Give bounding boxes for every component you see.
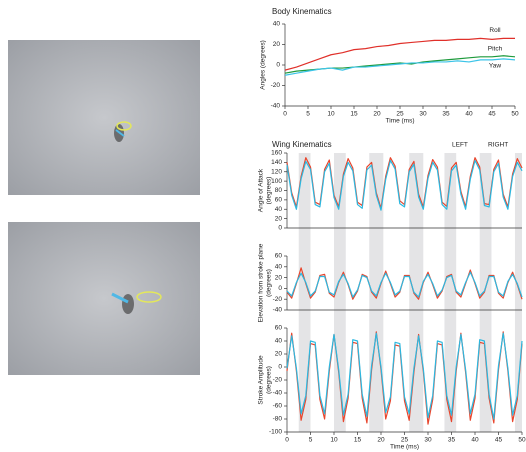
series-line bbox=[286, 159, 523, 211]
y-tick-label: -80 bbox=[273, 416, 283, 423]
series-label: Yaw bbox=[489, 63, 501, 70]
y-tick-label: -60 bbox=[273, 403, 283, 410]
series-line bbox=[286, 271, 523, 298]
x-tick-label: 20 bbox=[373, 111, 381, 118]
y-tick-label: 20 bbox=[275, 215, 283, 222]
y-tick-label: 140 bbox=[271, 159, 282, 166]
x-tick-label: 45 bbox=[488, 111, 496, 118]
x-axis-label: Time (ms) bbox=[390, 444, 419, 451]
y-tick-label: 0 bbox=[276, 62, 280, 69]
x-tick-label: 35 bbox=[448, 437, 456, 444]
series-label: Pitch bbox=[488, 46, 503, 53]
y-tick-label: 20 bbox=[273, 41, 281, 48]
series-line bbox=[286, 332, 523, 420]
stroke-band bbox=[409, 153, 424, 432]
y-tick-label: 0 bbox=[278, 285, 282, 292]
x-tick-label: 35 bbox=[442, 111, 450, 118]
stroke-band bbox=[479, 153, 492, 432]
y-tick-label: -40 bbox=[273, 307, 283, 314]
y-tick-label: -40 bbox=[271, 103, 281, 110]
x-tick-label: 5 bbox=[309, 437, 313, 444]
y-tick-label: -100 bbox=[269, 429, 282, 436]
x-tick-label: 0 bbox=[285, 437, 289, 444]
y-axis-label: (degrees) bbox=[266, 177, 273, 205]
y-axis-label: Angles (degrees) bbox=[260, 40, 267, 90]
y-tick-label: 60 bbox=[275, 253, 283, 260]
y-axis-label: Stroke Amplitude bbox=[258, 355, 265, 405]
x-tick-label: 50 bbox=[511, 111, 519, 118]
x-tick-label: 50 bbox=[518, 437, 526, 444]
series-line bbox=[284, 37, 515, 71]
y-tick-label: 60 bbox=[275, 325, 283, 332]
chart-title: Body Kinematics bbox=[272, 7, 332, 16]
series-line bbox=[284, 58, 516, 76]
x-tick-label: 20 bbox=[377, 437, 385, 444]
y-tick-label: 100 bbox=[271, 178, 282, 185]
x-tick-label: 30 bbox=[424, 437, 432, 444]
y-tick-label: 20 bbox=[275, 274, 283, 281]
y-axis-label: (degrees) bbox=[266, 366, 273, 394]
y-tick-label: -40 bbox=[273, 390, 283, 397]
x-tick-label: 10 bbox=[330, 437, 338, 444]
x-tick-label: 25 bbox=[396, 111, 404, 118]
y-tick-label: 120 bbox=[271, 168, 282, 175]
y-tick-label: 80 bbox=[275, 187, 283, 194]
legend-label: RIGHT bbox=[488, 142, 508, 149]
x-tick-label: 10 bbox=[327, 111, 335, 118]
photo-top bbox=[8, 40, 200, 195]
y-axis-label: Elevation from stroke plane bbox=[258, 243, 265, 322]
x-tick-label: 5 bbox=[306, 111, 310, 118]
y-tick-label: 40 bbox=[273, 21, 281, 28]
stroke-band bbox=[444, 153, 457, 432]
y-tick-label: -20 bbox=[273, 377, 283, 384]
stroke-band bbox=[334, 153, 346, 432]
x-tick-label: 25 bbox=[401, 437, 409, 444]
stroke-band bbox=[514, 153, 522, 432]
y-tick-label: 0 bbox=[278, 225, 282, 232]
y-tick-label: 60 bbox=[275, 197, 283, 204]
legend-label: LEFT bbox=[452, 142, 468, 149]
x-tick-label: 30 bbox=[419, 111, 427, 118]
x-tick-label: 40 bbox=[471, 437, 479, 444]
x-tick-label: 40 bbox=[465, 111, 473, 118]
y-tick-label: 40 bbox=[275, 206, 283, 213]
y-tick-label: -20 bbox=[271, 82, 281, 89]
x-tick-label: 15 bbox=[350, 111, 358, 118]
y-tick-label: 40 bbox=[275, 264, 283, 271]
y-tick-label: 160 bbox=[271, 150, 282, 157]
x-tick-label: 15 bbox=[354, 437, 362, 444]
stroke-band bbox=[298, 153, 311, 432]
y-axis-label: Angle of Attack bbox=[258, 168, 265, 212]
y-tick-label: 0 bbox=[278, 364, 282, 371]
series-label: Roll bbox=[489, 27, 501, 34]
x-axis-label: Time (ms) bbox=[385, 118, 414, 125]
y-tick-label: 40 bbox=[275, 338, 283, 345]
y-tick-label: -20 bbox=[273, 296, 283, 303]
x-tick-label: 45 bbox=[495, 437, 503, 444]
photo-bottom bbox=[8, 222, 200, 375]
y-tick-label: 20 bbox=[275, 351, 283, 358]
x-tick-label: 0 bbox=[283, 111, 287, 118]
chart-title: Wing Kinematics bbox=[272, 140, 332, 149]
y-axis-label: (degrees) bbox=[266, 269, 273, 297]
